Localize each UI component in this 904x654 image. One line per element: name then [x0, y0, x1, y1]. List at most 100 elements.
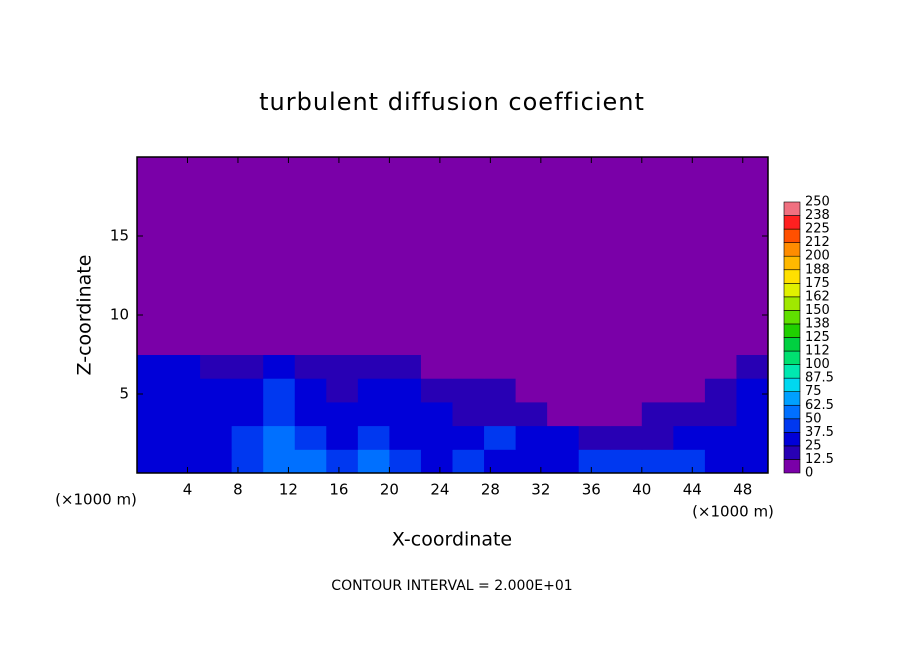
field-cell [357, 354, 390, 379]
field-cell [420, 378, 453, 403]
field-cell [610, 354, 643, 379]
field-cell [610, 157, 643, 355]
field-cell [610, 449, 643, 474]
field-cell [168, 354, 201, 379]
field-cell [357, 449, 390, 474]
field-cell [357, 157, 390, 355]
field-cell [389, 425, 422, 450]
field-cell [137, 378, 170, 403]
field-cell [704, 354, 737, 379]
field-cell [420, 354, 453, 379]
x-tick-label: 4 [183, 481, 193, 499]
x-unit-left: (×1000 m) [55, 491, 137, 509]
field-cell [673, 157, 706, 355]
field-cell [137, 157, 170, 355]
field-cell [294, 401, 327, 427]
field-cell [736, 378, 769, 403]
field-cell [515, 354, 548, 379]
colorbar-swatch [783, 445, 801, 460]
colorbar-label: 25 [805, 438, 822, 453]
field-cell [641, 449, 674, 474]
field-cell [168, 157, 201, 355]
colorbar-swatch [783, 432, 801, 447]
field-cell [673, 354, 706, 379]
field-cell [610, 425, 643, 450]
field-cell [263, 401, 296, 427]
field-cell [137, 401, 170, 427]
field-cell [515, 401, 548, 427]
field-cell [326, 378, 359, 403]
x-tick-label: 36 [582, 481, 601, 499]
y-tick-label: 5 [119, 385, 129, 403]
field-cell [200, 449, 233, 474]
footer-note: CONTOUR INTERVAL = 2.000E+01 [331, 578, 572, 594]
field-cell [263, 378, 296, 403]
colorbar-label: 12.5 [805, 452, 834, 467]
field-cell [578, 378, 611, 403]
field-cell [326, 157, 359, 355]
colorbar-label: 0 [805, 466, 813, 481]
colorbar-swatch [783, 242, 801, 257]
colorbar-label: 250 [805, 195, 830, 210]
field-cell [704, 449, 737, 474]
field-cell [137, 449, 170, 474]
field-cell [326, 449, 359, 474]
field-cell [452, 401, 485, 427]
field-cell [168, 378, 201, 403]
field-cell [452, 157, 485, 355]
field-cell [641, 425, 674, 450]
y-tick-label: 10 [110, 306, 129, 324]
colorbar-label: 175 [805, 276, 830, 291]
colorbar-swatch [783, 459, 801, 474]
field-cell [357, 401, 390, 427]
field-cell [673, 401, 706, 427]
colorbar-swatch [783, 364, 801, 379]
field-cell [294, 449, 327, 474]
x-tick-label: 24 [430, 481, 449, 499]
x-unit-right: (×1000 m) [692, 503, 774, 521]
field-cell [168, 449, 201, 474]
field-cell [263, 157, 296, 355]
x-tick-label: 32 [531, 481, 550, 499]
colorbar-label: 37.5 [805, 425, 834, 440]
field-cell [200, 157, 233, 355]
field-cell [326, 354, 359, 379]
colorbar-swatch [783, 201, 801, 216]
colorbar-label: 100 [805, 357, 830, 372]
colorbar-label: 162 [805, 289, 830, 304]
colorbar-label: 188 [805, 262, 830, 277]
field-cell [641, 354, 674, 379]
field-cell [547, 378, 580, 403]
field-cell [736, 157, 769, 355]
field-cell [231, 378, 264, 403]
field-cell [484, 401, 517, 427]
colorbar-swatch [783, 310, 801, 325]
field-cell [547, 401, 580, 427]
colorbar-label: 212 [805, 235, 830, 250]
field-cell [294, 425, 327, 450]
colorbar-label: 125 [805, 330, 830, 345]
field-cell [420, 401, 453, 427]
field-cell [673, 449, 706, 474]
x-tick-label: 12 [279, 481, 298, 499]
colorbar-label: 238 [805, 208, 830, 223]
chart-title: turbulent diffusion coefficient [259, 88, 645, 116]
field-cell [231, 354, 264, 379]
field-cell [389, 378, 422, 403]
field-cell [578, 401, 611, 427]
field-cell [294, 378, 327, 403]
colorbar-label: 87.5 [805, 371, 834, 386]
y-tick-label: 15 [110, 227, 129, 245]
field-cell [137, 354, 170, 379]
colorbar-label: 150 [805, 303, 830, 318]
field-cell [484, 449, 517, 474]
colorbar-swatch [783, 323, 801, 338]
colorbar-label: 225 [805, 222, 830, 237]
field-cell [389, 354, 422, 379]
x-tick-label: 8 [233, 481, 243, 499]
field-cell [641, 157, 674, 355]
field-cell [200, 401, 233, 427]
field-cell [515, 425, 548, 450]
field-cell [578, 449, 611, 474]
